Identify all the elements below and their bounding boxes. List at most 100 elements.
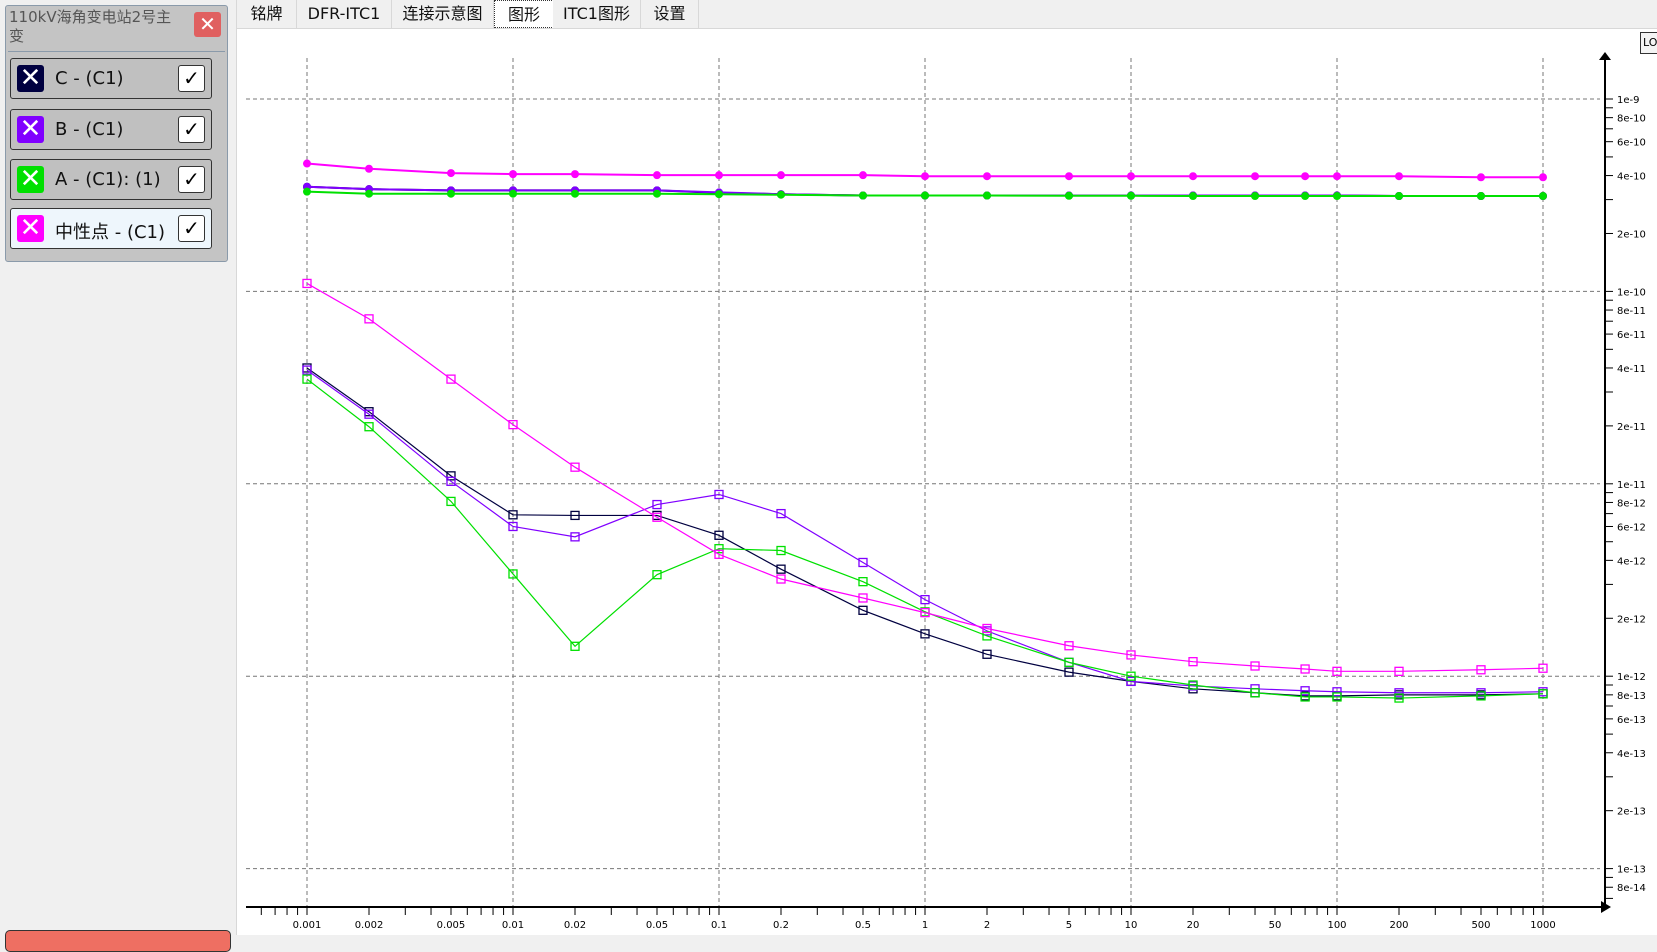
y-tick-label: 4e-10: [1617, 172, 1646, 183]
x-tick-label: 0.002: [355, 920, 384, 931]
data-point: [1395, 192, 1404, 201]
data-point: [921, 172, 929, 181]
data-point: [1301, 192, 1310, 201]
y-tick-label: 8e-14: [1617, 883, 1646, 894]
data-point: [714, 549, 724, 559]
visibility-checkbox[interactable]: ✓: [178, 166, 205, 193]
legend-item-label: A - (C1): (1): [55, 169, 161, 190]
data-point: [570, 641, 580, 651]
bottom-button[interactable]: [5, 930, 231, 952]
data-point: [858, 557, 868, 568]
legend-item[interactable]: ✕ 中性点 - (C1) ✓: [10, 208, 212, 249]
tab-0[interactable]: 铭牌: [237, 0, 297, 28]
data-point: [1332, 666, 1342, 676]
data-point: [570, 510, 580, 521]
data-point: [983, 172, 992, 181]
tab-2[interactable]: 连接示意图: [392, 0, 494, 28]
tab-5[interactable]: 设置: [641, 0, 699, 28]
legend-item-label: B - (C1): [55, 119, 124, 140]
y-tick-label: 6e-12: [1617, 522, 1646, 533]
x-tick-label: 0.005: [437, 920, 466, 931]
series-line: [306, 378, 1544, 699]
data-point: [365, 189, 374, 198]
log-toggle-button[interactable]: LO: [1640, 32, 1657, 54]
y-axis-arrow-icon: [1599, 52, 1611, 60]
data-point: [509, 170, 517, 179]
x-tick-label: 0.001: [293, 920, 322, 931]
legend-item[interactable]: ✕ C - (C1) ✓: [10, 58, 212, 99]
data-point: [1300, 664, 1310, 674]
data-point: [920, 629, 930, 639]
tab-3[interactable]: 图形: [494, 0, 554, 28]
data-point: [1126, 676, 1136, 687]
data-point: [921, 191, 929, 200]
data-point: [1188, 657, 1198, 667]
tab-4[interactable]: ITC1图形: [553, 0, 641, 28]
data-point: [777, 190, 786, 199]
legend-item[interactable]: ✕ B - (C1) ✓: [10, 109, 212, 150]
data-point: [1064, 191, 1073, 200]
data-point: [509, 189, 517, 198]
data-point: [1250, 661, 1260, 671]
data-point: [714, 544, 724, 554]
data-point: [858, 171, 867, 180]
data-point: [1300, 686, 1310, 696]
data-point: [508, 521, 518, 532]
series-line: [306, 367, 1544, 697]
data-point: [858, 191, 867, 200]
data-point: [776, 564, 786, 574]
data-point: [365, 164, 374, 173]
visibility-checkbox[interactable]: ✓: [178, 116, 205, 143]
x-tick-label: 500: [1471, 920, 1490, 931]
series-color-x-icon[interactable]: ✕: [17, 116, 44, 143]
y-tick-label: 2e-11: [1617, 422, 1646, 433]
data-point: [777, 171, 786, 180]
data-point: [570, 532, 580, 542]
data-point: [446, 189, 455, 198]
visibility-checkbox[interactable]: ✓: [178, 65, 205, 92]
series-line: [306, 282, 1544, 672]
data-point: [1127, 191, 1135, 200]
data-point: [858, 577, 868, 587]
divider: [8, 51, 225, 52]
data-point: [1333, 192, 1341, 201]
tab-bar: 铭牌 DFR-ITC1 连接示意图 图形 ITC1图形 设置: [237, 0, 1657, 29]
y-tick-label: 2e-10: [1617, 229, 1646, 240]
legend-item[interactable]: ✕ A - (C1): (1) ✓: [10, 159, 212, 200]
series-color-x-icon[interactable]: ✕: [17, 215, 44, 242]
data-point: [652, 171, 661, 180]
data-point: [570, 462, 580, 472]
data-point: [920, 594, 930, 605]
legend-title: 110kV海角变电站2号主变: [9, 8, 172, 45]
y-tick-label: 8e-11: [1617, 306, 1646, 317]
data-point: [714, 489, 724, 500]
data-point: [1476, 691, 1486, 701]
x-tick-label: 0.2: [773, 920, 789, 931]
close-icon[interactable]: ✕: [194, 12, 221, 37]
data-point: [715, 171, 723, 180]
y-tick-label: 4e-13: [1617, 749, 1646, 760]
data-point: [571, 170, 580, 179]
data-point: [982, 623, 992, 634]
data-point: [776, 574, 786, 584]
series-square-7: [302, 278, 1548, 676]
visibility-checkbox[interactable]: ✓: [178, 215, 205, 242]
data-point: [1394, 693, 1404, 703]
y-tick-label: 4e-11: [1617, 364, 1646, 375]
y-tick-label: 2e-12: [1617, 614, 1646, 625]
tab-1[interactable]: DFR-ITC1: [297, 0, 392, 28]
data-point: [652, 570, 662, 580]
data-point: [1126, 650, 1136, 660]
x-tick-label: 5: [1066, 920, 1072, 931]
data-point: [1394, 666, 1404, 676]
y-tick-label: 1e-9: [1617, 95, 1640, 106]
x-tick-label: 0.01: [502, 920, 524, 931]
data-point: [1539, 173, 1547, 182]
data-point: [1189, 172, 1198, 181]
data-point: [303, 187, 311, 196]
series-color-x-icon[interactable]: ✕: [17, 65, 44, 92]
data-point: [1332, 692, 1342, 702]
series-color-x-icon[interactable]: ✕: [17, 166, 44, 193]
x-tick-label: 50: [1269, 920, 1282, 931]
y-tick-label: 8e-10: [1617, 114, 1646, 125]
